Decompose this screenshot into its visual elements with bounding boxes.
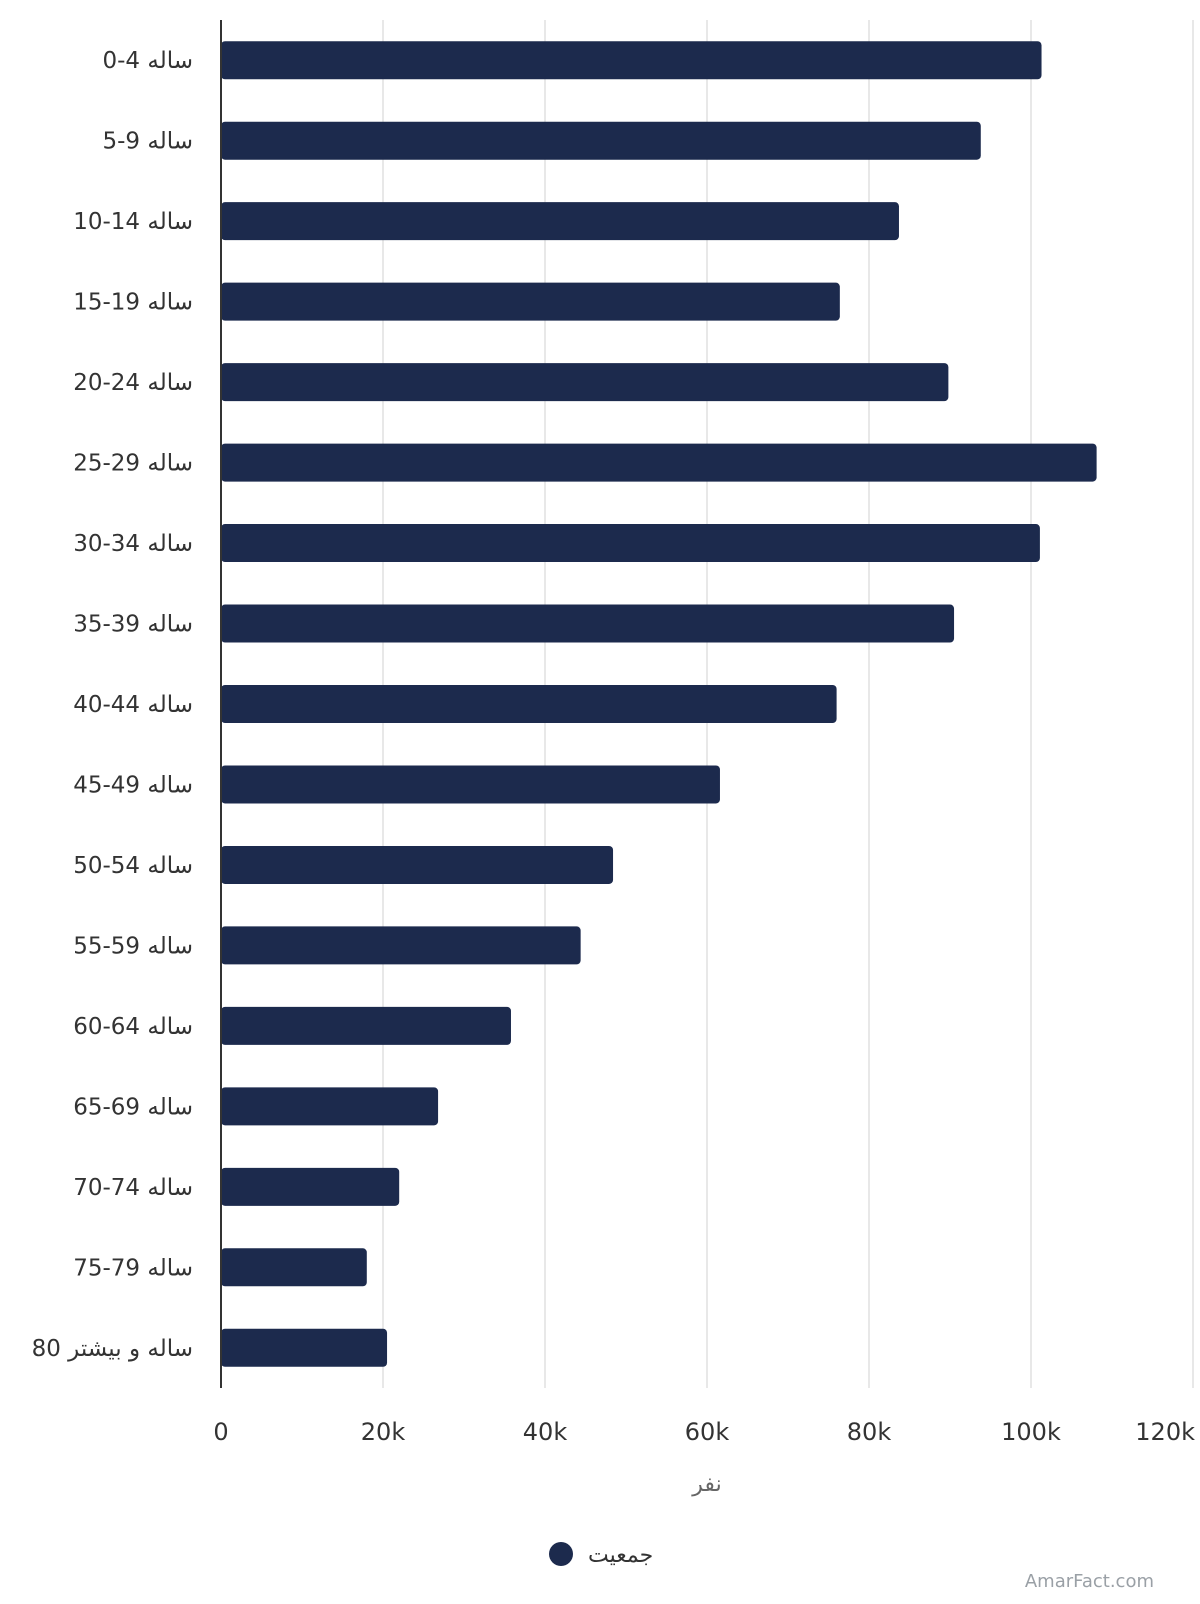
category-label: 30-34 ساله: [73, 531, 193, 557]
category-label: 25-29 ساله: [73, 451, 193, 477]
category-label: 20-24 ساله: [73, 370, 193, 396]
bar[interactable]: [221, 1167, 400, 1206]
bar[interactable]: [221, 524, 1040, 563]
bar[interactable]: [221, 604, 955, 643]
x-tick-label: 80k: [847, 1418, 892, 1446]
bar[interactable]: [221, 926, 581, 965]
category-label: 35-39 ساله: [73, 612, 193, 638]
category-label: 45-49 ساله: [73, 772, 193, 798]
category-label: 60-64 ساله: [73, 1014, 193, 1040]
bar[interactable]: [221, 1328, 388, 1367]
category-label: 5-9 ساله: [102, 129, 193, 155]
category-label: 70-74 ساله: [73, 1175, 193, 1201]
bar[interactable]: [221, 282, 840, 321]
bar[interactable]: [221, 765, 720, 804]
bar[interactable]: [221, 1087, 439, 1126]
category-label: 80 ساله و بیشتر: [32, 1336, 193, 1362]
category-label: 10-14 ساله: [73, 209, 193, 235]
bar[interactable]: [221, 363, 949, 402]
bar[interactable]: [221, 1006, 511, 1045]
category-label: 15-19 ساله: [73, 290, 193, 316]
x-tick-label: 60k: [685, 1418, 730, 1446]
bar[interactable]: [221, 121, 981, 160]
x-axis-title: نفر: [691, 1472, 721, 1497]
category-label: 55-59 ساله: [73, 933, 193, 959]
bar[interactable]: [221, 443, 1097, 482]
x-tick-label: 0: [213, 1418, 228, 1446]
x-tick-label: 100k: [1001, 1418, 1061, 1446]
category-label: 50-54 ساله: [73, 853, 193, 879]
watermark: AmarFact.com: [1024, 1571, 1154, 1592]
x-tick-label: 120k: [1135, 1418, 1195, 1446]
category-label: 0-4 ساله: [102, 48, 193, 74]
x-tick-label: 20k: [361, 1418, 406, 1446]
bar[interactable]: [221, 41, 1042, 80]
bar[interactable]: [221, 845, 614, 884]
bar[interactable]: [221, 202, 899, 241]
bar[interactable]: [221, 685, 837, 723]
category-label: 65-69 ساله: [73, 1094, 193, 1120]
category-label: 40-44 ساله: [73, 692, 193, 718]
category-label: 75-79 ساله: [73, 1255, 193, 1281]
legend-marker: [549, 1542, 573, 1566]
x-tick-label: 40k: [523, 1418, 568, 1446]
bar[interactable]: [221, 1248, 367, 1287]
legend-label: جمعیت: [588, 1543, 653, 1568]
